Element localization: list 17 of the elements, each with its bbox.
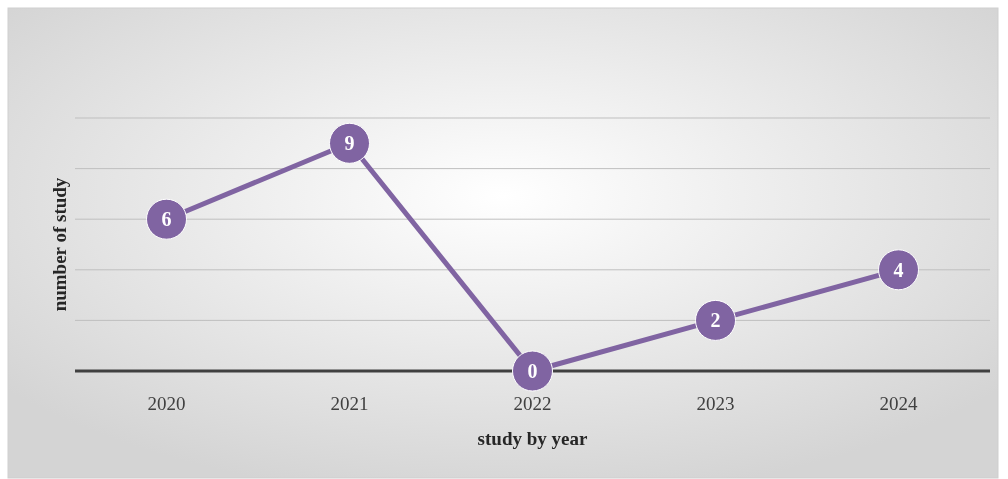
x-axis-title: study by year [477, 428, 588, 449]
data-label: 6 [161, 208, 172, 231]
x-tick-label: 2022 [513, 393, 552, 414]
point [878, 249, 919, 291]
data-label: 2 [710, 309, 721, 332]
point [146, 198, 187, 240]
data-label: 9 [344, 132, 355, 155]
x-tick-label: 2020 [147, 393, 186, 414]
y-axis-title: number of study [49, 177, 70, 312]
point [695, 299, 736, 341]
point [329, 122, 370, 164]
point [512, 350, 553, 392]
x-tick-label: 2023 [696, 393, 735, 414]
x-tick-label: 2021 [330, 393, 369, 414]
x-tick-label: 2024 [879, 393, 918, 414]
data-label: 0 [527, 360, 538, 382]
data-label: 4 [893, 258, 904, 281]
